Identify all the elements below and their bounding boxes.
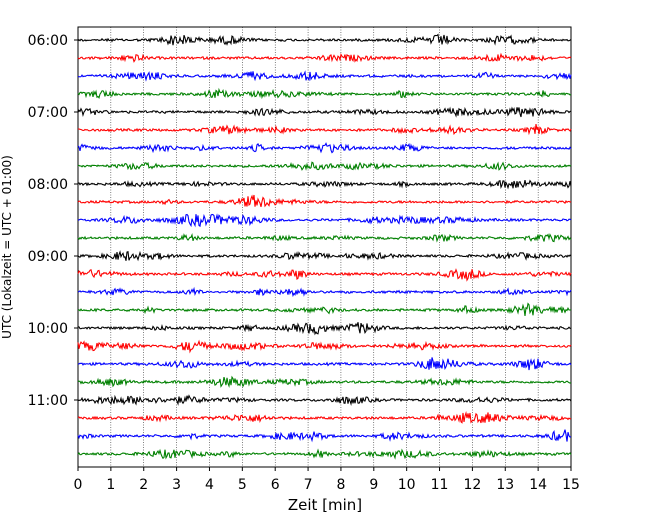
x-axis-label: Zeit [min] xyxy=(288,496,362,514)
trace-1100 xyxy=(77,394,572,406)
trace-0800 xyxy=(77,179,572,190)
trace-0815 xyxy=(77,194,572,208)
trace-0915 xyxy=(77,268,572,282)
x-tick-label: 13 xyxy=(496,477,514,493)
trace-1000 xyxy=(77,322,572,336)
x-tick-label: 8 xyxy=(336,477,345,493)
trace-0630 xyxy=(77,70,572,82)
x-tick-label: 2 xyxy=(139,477,148,493)
trace-1015 xyxy=(77,339,572,354)
y-tick-label: 09:00 xyxy=(28,249,68,265)
trace-0845 xyxy=(77,232,572,243)
y-tick-label: 07:00 xyxy=(28,105,68,121)
trace-0645 xyxy=(77,87,572,100)
x-tick-label: 11 xyxy=(431,477,449,493)
trace-0745 xyxy=(77,161,572,171)
x-tick-label: 10 xyxy=(398,477,416,493)
x-tick-label: 12 xyxy=(463,477,481,493)
x-tick-label: 4 xyxy=(205,477,214,493)
trace-0600 xyxy=(77,33,572,46)
y-axis-label: UTC (Lokalzeit = UTC + 01:00) xyxy=(0,155,14,339)
traces xyxy=(77,33,572,460)
x-tick-label: 1 xyxy=(106,477,115,493)
y-tick-label: 10:00 xyxy=(28,321,68,337)
x-ticks: 0 1 2 3 4 5 6 7 8 9 10 11 12 13 14 15 xyxy=(74,467,580,493)
trace-1130 xyxy=(77,429,572,443)
trace-0700 xyxy=(77,106,572,118)
y-tick-label: 06:00 xyxy=(28,33,68,49)
x-tick-label: 0 xyxy=(74,477,83,493)
trace-0945 xyxy=(77,302,572,316)
trace-1145 xyxy=(77,448,572,460)
trace-0930 xyxy=(77,286,572,298)
x-tick-label: 5 xyxy=(238,477,247,493)
plot-frame xyxy=(77,26,572,468)
trace-0715 xyxy=(77,124,572,136)
trace-1045 xyxy=(77,375,572,389)
trace-0730 xyxy=(77,142,572,154)
y-tick-label: 08:00 xyxy=(28,177,68,193)
trace-0615 xyxy=(77,52,572,63)
trace-1030 xyxy=(77,357,572,371)
x-tick-label: 15 xyxy=(562,477,580,493)
x-tick-label: 3 xyxy=(172,477,181,493)
trace-1115 xyxy=(77,411,572,424)
x-tick-label: 9 xyxy=(369,477,378,493)
x-tick-label: 6 xyxy=(271,477,280,493)
x-grid xyxy=(110,27,539,467)
x-tick-label: 14 xyxy=(529,477,547,493)
trace-0830 xyxy=(77,213,572,228)
y-ticks: 06:00 07:00 08:00 09:00 10:00 11:00 xyxy=(28,33,78,409)
y-tick-label: 11:00 xyxy=(28,393,68,409)
trace-0900 xyxy=(77,250,572,262)
x-tick-label: 7 xyxy=(304,477,313,493)
